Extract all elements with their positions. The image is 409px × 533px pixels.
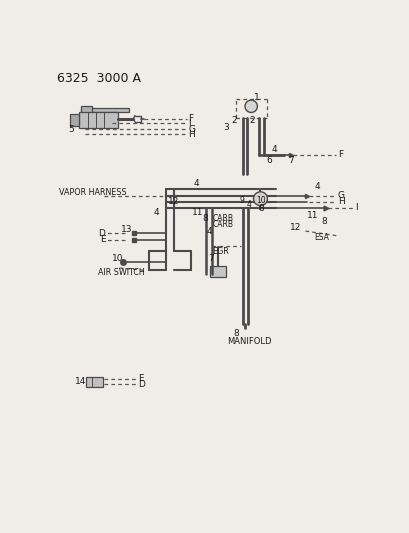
Text: D: D bbox=[99, 229, 105, 238]
Polygon shape bbox=[81, 108, 128, 112]
Text: 14: 14 bbox=[75, 377, 86, 386]
Text: I: I bbox=[354, 204, 357, 213]
Text: H: H bbox=[337, 197, 344, 206]
Text: 8: 8 bbox=[202, 214, 208, 223]
Text: CARB: CARB bbox=[212, 220, 233, 229]
Text: 4: 4 bbox=[246, 200, 251, 209]
Text: 8: 8 bbox=[320, 217, 326, 227]
Text: CARB: CARB bbox=[212, 214, 233, 223]
Text: D: D bbox=[138, 380, 144, 389]
Text: E: E bbox=[100, 235, 105, 244]
Text: 10: 10 bbox=[111, 254, 123, 263]
Text: VAPOR HARNESS: VAPOR HARNESS bbox=[59, 188, 126, 197]
Text: 2: 2 bbox=[248, 116, 254, 125]
Text: 4: 4 bbox=[206, 227, 211, 236]
Polygon shape bbox=[79, 112, 118, 128]
Text: 7: 7 bbox=[208, 254, 214, 263]
Text: 8: 8 bbox=[258, 204, 263, 213]
Text: 4: 4 bbox=[314, 182, 319, 191]
Text: 12: 12 bbox=[167, 197, 178, 206]
Text: 4: 4 bbox=[271, 145, 276, 154]
Text: 11: 11 bbox=[192, 208, 203, 217]
Polygon shape bbox=[86, 377, 103, 387]
Text: G: G bbox=[188, 125, 195, 134]
Text: H: H bbox=[188, 130, 195, 139]
Text: 2: 2 bbox=[231, 116, 236, 125]
Text: F: F bbox=[337, 150, 342, 159]
Text: AIR SWITCH: AIR SWITCH bbox=[97, 268, 144, 277]
Text: ESA: ESA bbox=[314, 233, 329, 241]
Text: 6325  3000 A: 6325 3000 A bbox=[57, 72, 141, 85]
Text: F: F bbox=[188, 114, 193, 123]
Text: 4: 4 bbox=[153, 208, 159, 217]
Text: G: G bbox=[337, 191, 344, 200]
Text: 5: 5 bbox=[68, 125, 74, 134]
Circle shape bbox=[245, 100, 257, 112]
Text: 10: 10 bbox=[255, 196, 265, 205]
Text: 12: 12 bbox=[289, 223, 301, 232]
Text: 11: 11 bbox=[306, 211, 318, 220]
Polygon shape bbox=[81, 106, 92, 113]
Text: 13: 13 bbox=[121, 225, 132, 234]
Text: 3: 3 bbox=[223, 123, 229, 132]
Text: E: E bbox=[138, 374, 143, 383]
Text: 1: 1 bbox=[253, 93, 258, 102]
Text: EGR: EGR bbox=[212, 247, 229, 255]
Text: 7: 7 bbox=[288, 157, 293, 165]
Circle shape bbox=[253, 192, 267, 206]
Polygon shape bbox=[210, 266, 225, 277]
Text: 9: 9 bbox=[239, 196, 244, 205]
Text: 8: 8 bbox=[233, 329, 238, 338]
Text: I: I bbox=[188, 119, 191, 128]
Polygon shape bbox=[70, 114, 79, 126]
Text: MANIFOLD: MANIFOLD bbox=[227, 337, 271, 346]
Text: 6: 6 bbox=[266, 157, 272, 165]
Text: 4: 4 bbox=[193, 179, 198, 188]
